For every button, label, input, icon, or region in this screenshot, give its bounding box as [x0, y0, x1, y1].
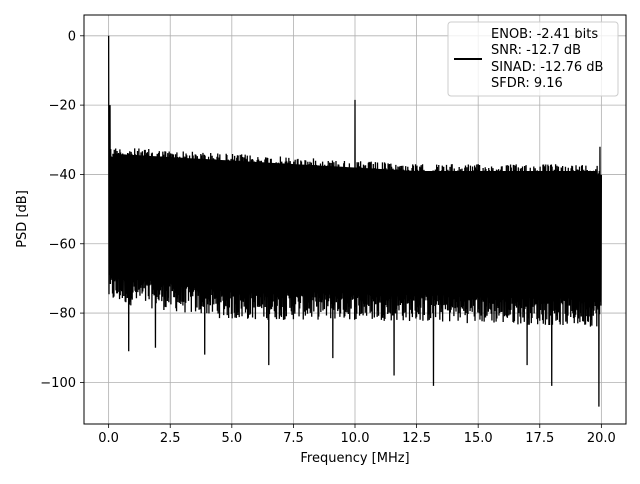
x-tick-label: 7.5: [283, 431, 304, 446]
x-tick-label: 5.0: [221, 431, 242, 446]
x-tick-label: 10.0: [341, 431, 370, 446]
x-axis-ticks: 0.0 2.5 5.0 7.5 10.0 12.5 15.0 17.5 20.0: [98, 424, 616, 446]
x-tick-label: 0.0: [98, 431, 119, 446]
y-axis-ticks: 0 −20 −40 −60 −80 −100: [40, 29, 84, 391]
y-tick-label: −20: [49, 99, 76, 114]
x-tick-label: 15.0: [464, 431, 493, 446]
y-tick-label: 0: [68, 29, 76, 44]
legend-line-snr: SNR: -12.7 dB: [491, 43, 581, 58]
y-tick-label: −100: [40, 376, 76, 391]
y-tick-label: −80: [49, 307, 76, 322]
y-tick-label: −60: [49, 237, 76, 252]
x-tick-label: 17.5: [525, 431, 554, 446]
legend-box: [447, 21, 619, 97]
legend-line-sinad: SINAD: -12.76 dB: [491, 60, 603, 75]
x-tick-label: 12.5: [402, 431, 431, 446]
x-tick-label: 20.0: [587, 431, 616, 446]
y-axis-label: PSD [dB]: [15, 190, 30, 248]
legend: ENOB: -2.41 bits SNR: -12.7 dB SINAD: -1…: [447, 21, 619, 97]
x-tick-label: 2.5: [160, 431, 181, 446]
legend-line-sfdr: SFDR: 9.16: [491, 76, 563, 91]
legend-line-enob: ENOB: -2.41 bits: [491, 27, 598, 42]
x-axis-label: Frequency [MHz]: [300, 451, 409, 466]
psd-noise-fill: [112, 153, 597, 293]
y-tick-label: −40: [49, 168, 76, 183]
